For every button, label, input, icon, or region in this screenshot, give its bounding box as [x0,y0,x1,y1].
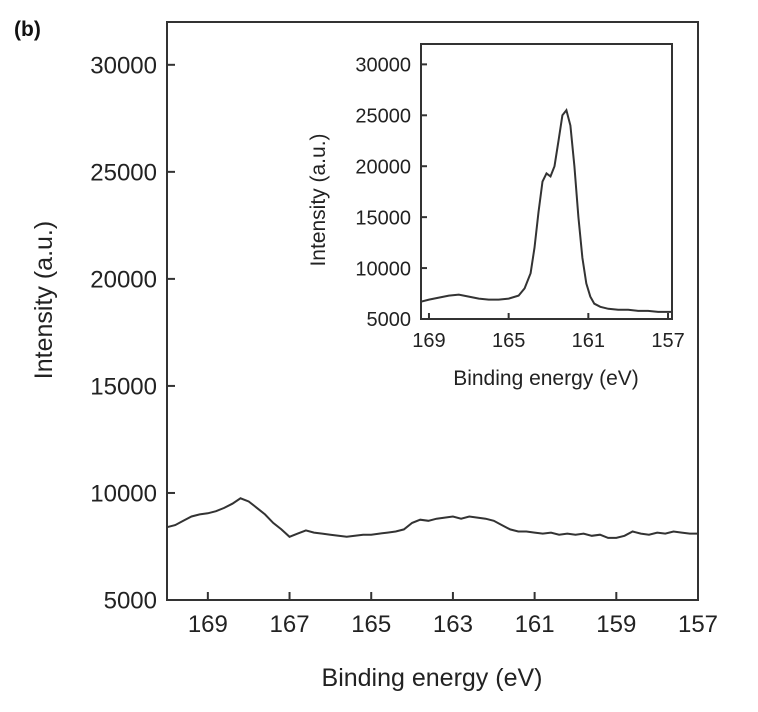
main-x-tick-label: 159 [596,611,636,638]
inset-series-line [420,107,672,313]
main-x-tick-label: 163 [433,611,473,638]
main-x-tick-label: 157 [678,611,718,638]
main-x-tick-label: 165 [351,611,391,638]
inset-y-axis-title: Intensity (a.u.) [307,133,330,266]
main-x-axis-title: Binding energy (eV) [322,664,543,692]
inset-y-tick-label: 15000 [355,207,411,229]
inset-y-tick-label: 20000 [355,156,411,178]
inset-plot-frame [420,43,673,320]
main-y-tick-label: 20000 [90,267,157,294]
inset-y-tick-label: 5000 [367,309,412,331]
main-y-tick-label: 10000 [90,481,157,508]
main-y-tick-label: 30000 [90,52,157,79]
main-x-tick-label: 169 [188,611,228,638]
inset-x-tick-label: 157 [651,330,684,352]
inset-x-axis: 169 165 161 157 [412,313,685,352]
inset-x-tick-label: 165 [492,330,525,352]
main-plot-frame [166,21,699,601]
inset-x-tick-label: 169 [412,330,445,352]
inset-x-tick-label: 161 [572,330,605,352]
inset-x-axis-title: Binding energy (eV) [453,367,639,390]
main-series-line [166,497,698,539]
main-y-axis-title: Intensity (a.u.) [30,221,58,379]
main-x-axis: 169 167 165 163 161 159 157 [188,592,718,638]
main-y-tick-label: 15000 [90,374,157,401]
inset-y-tick-label: 25000 [355,105,411,127]
main-x-tick-label: 167 [270,611,310,638]
main-y-axis: 5000 10000 15000 20000 25000 30000 [90,52,175,615]
inset-y-tick-label: 10000 [355,258,411,280]
main-y-tick-label: 25000 [90,159,157,186]
panel-label: (b) [14,18,41,41]
inset-y-tick-label: 30000 [355,55,411,77]
main-y-tick-label: 5000 [104,588,157,615]
main-x-tick-label: 161 [515,611,555,638]
inset-y-axis: 5000 10000 15000 20000 25000 30000 [355,55,427,331]
